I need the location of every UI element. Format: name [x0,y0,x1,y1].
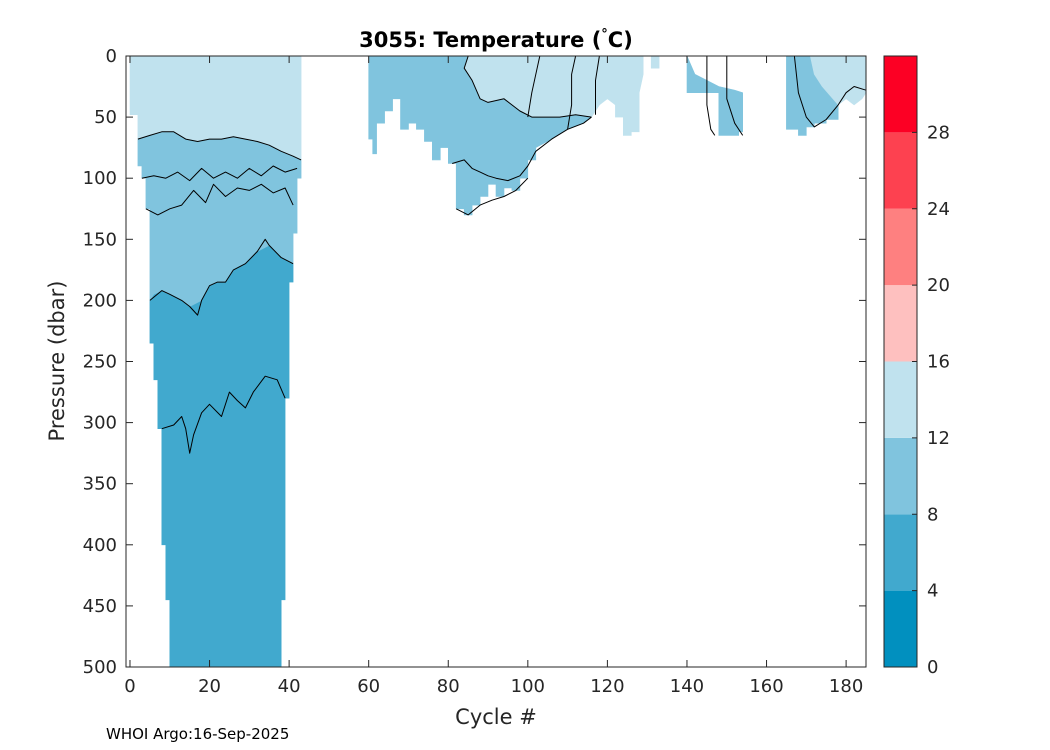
colorbar-tick-label-24: 24 [927,199,950,220]
isotherm-9-east [455,177,529,216]
colorbar-band-0-4 [884,590,917,667]
y-tick-label-200: 200 [83,290,117,311]
chart-title-unit: C) [608,28,633,52]
y-tick-label-150: 150 [83,229,117,250]
isotherm-9-west [145,183,294,216]
footer-credit: WHOI Argo:16-Sep-2025 [106,725,290,743]
x-tick-label-100: 100 [511,676,545,697]
x-axis-label: Cycle # [455,705,537,729]
colorbar-tick-label-4: 4 [927,581,938,602]
chart-title: 3055: Temperature (°C) [359,27,633,52]
y-tick-label-100: 100 [83,168,117,189]
x-tick-label-40: 40 [278,676,301,697]
colorbar-tick-label-16: 16 [927,352,950,373]
x-tick-label-180: 180 [829,676,863,697]
y-tick-label-50: 50 [94,107,117,128]
colorbar-tick-label-28: 28 [927,122,950,143]
colorbar-band-8-12 [884,437,917,515]
x-tick-label-120: 120 [590,676,624,697]
colorbar [884,56,917,667]
isotherm-8-west [149,238,294,316]
isotherm-10-west [141,165,298,182]
y-tick-label-500: 500 [83,657,117,678]
colorbar-band-20-24 [884,208,917,286]
isotherm-east-vertical-c [595,55,600,115]
isotherm-12-west [137,131,302,161]
y-tick-label-350: 350 [83,474,117,495]
isotherm-far-east-c [793,55,867,128]
y-tick-label-400: 400 [83,535,117,556]
x-tick-label-60: 60 [357,676,380,697]
colorbar-band-16-20 [884,285,917,362]
chart-title-degree: ° [601,27,608,42]
y-tick-label-0: 0 [106,46,117,67]
x-axis-ticks: 0 20 40 60 80 100 120 140 160 180 [124,56,863,697]
colorbar-band-12-16 [884,361,917,438]
colorbar-band-24-28 [884,132,917,209]
colorbar-band-4-8 [884,514,917,591]
colorbar-tick-label-12: 12 [927,428,950,449]
y-tick-label-250: 250 [83,352,117,373]
x-tick-label-160: 160 [749,676,783,697]
isotherm-east-vertical-a [527,55,541,118]
isotherm-far-east-b [726,56,744,136]
chart-title-prefix: 3055: Temperature ( [359,28,601,52]
colorbar-band-28-32 [884,56,917,133]
y-axis-label: Pressure (dbar) [45,281,69,442]
y-tick-label-300: 300 [83,413,117,434]
y-tick-label-450: 450 [83,596,117,617]
region-band-4-8 [149,245,294,668]
colorbar-tick-label-8: 8 [927,504,938,525]
isotherm-10-east [452,116,592,182]
isotherm-far-east-a [706,56,716,136]
colorbar-tick-label-20: 20 [927,275,950,296]
isotherm-east-vertical-b [567,55,577,130]
x-tick-label-20: 20 [198,676,221,697]
x-tick-label-0: 0 [124,676,135,697]
y-axis-ticks: 0 50 100 150 200 250 300 350 400 450 500 [83,46,866,678]
region-band-12-16-notch [650,55,660,69]
x-tick-label-140: 140 [670,676,704,697]
isotherm-lines [137,55,867,454]
x-tick-label-80: 80 [437,676,460,697]
isotherm-6-west [161,375,286,454]
colorbar-tick-label-0: 0 [927,657,938,678]
isotherm-12-east [463,55,592,118]
colorbar-ticks: 0 4 8 12 16 20 24 28 [912,122,950,678]
